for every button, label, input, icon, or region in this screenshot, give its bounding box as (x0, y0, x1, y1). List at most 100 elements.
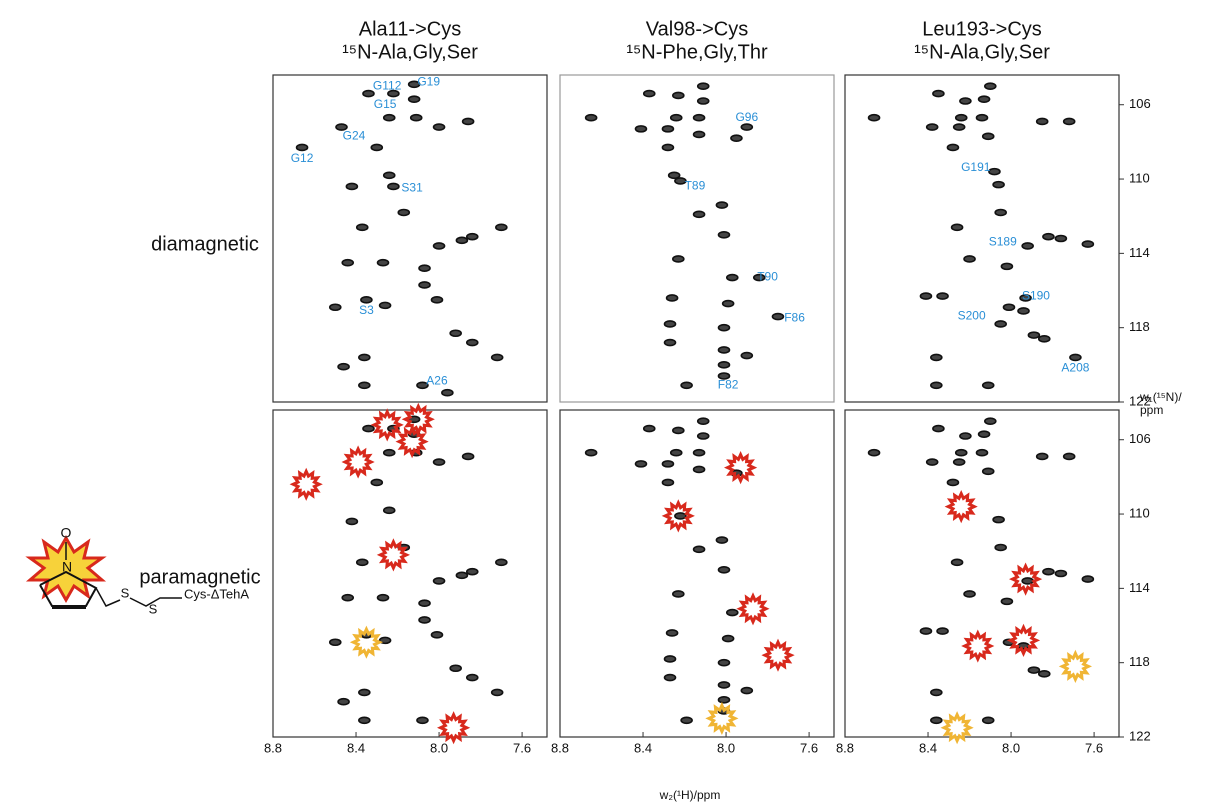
peak (330, 639, 341, 645)
peak-label: G191 (961, 160, 991, 174)
peak (983, 133, 994, 139)
peak (1064, 118, 1075, 124)
peak (694, 450, 705, 456)
peak (718, 347, 729, 353)
peak (694, 211, 705, 217)
peak (419, 265, 430, 271)
peak (954, 459, 965, 465)
atom: S (121, 585, 130, 600)
peak-label: S3 (359, 303, 374, 317)
panel-frame (273, 75, 547, 402)
peak (673, 256, 684, 262)
peak (378, 260, 389, 266)
x-axis-label: w₂(¹H)/ppm (659, 788, 721, 802)
peak (718, 567, 729, 573)
peak-label: S31 (401, 181, 423, 195)
x-tick-label: 8.4 (634, 740, 652, 755)
x-tick-label: 8.4 (347, 740, 365, 755)
panel-frame (560, 410, 834, 737)
y-tick-label: 122 (1129, 728, 1151, 743)
peak (741, 688, 752, 694)
peak (920, 293, 931, 299)
peak (956, 115, 967, 121)
peak (357, 559, 368, 565)
peak (644, 426, 655, 432)
peak (371, 479, 382, 485)
peak (667, 630, 678, 636)
peak (772, 314, 783, 320)
peak (673, 591, 684, 597)
peak (1082, 576, 1093, 582)
peak (1070, 354, 1081, 360)
peak (1043, 234, 1054, 240)
y-tick-label: 122 (1129, 393, 1151, 408)
y-tick-label: 118 (1129, 319, 1150, 334)
peak (698, 418, 709, 424)
peak (662, 461, 673, 467)
peak (947, 144, 958, 150)
y-tick-label: 118 (1129, 654, 1150, 669)
peak (956, 450, 967, 456)
peak (993, 517, 1004, 523)
peak (983, 468, 994, 474)
peak (954, 124, 965, 130)
peak (698, 83, 709, 89)
peak (964, 256, 975, 262)
panel-subtitle: ¹⁵N-Phe,Gly,Thr (626, 41, 768, 63)
peak-label: G24 (343, 128, 366, 142)
x-tick-label: 8.0 (717, 740, 735, 755)
x-tick-label: 8.8 (264, 740, 282, 755)
peak-label: G96 (735, 110, 758, 124)
peak (662, 479, 673, 485)
peak (378, 595, 389, 601)
molecule-label: Cys-ΔTehA (184, 586, 249, 601)
peak (977, 115, 988, 121)
peak (718, 362, 729, 368)
peak (673, 92, 684, 98)
peak (1001, 598, 1012, 604)
peak (434, 578, 445, 584)
peak (467, 340, 478, 346)
paramagnetic-marker (728, 455, 754, 481)
peak (718, 232, 729, 238)
peak (434, 124, 445, 130)
peak (1028, 667, 1039, 673)
peak (417, 717, 428, 723)
peak-label: S190 (1022, 288, 1050, 302)
peak (467, 569, 478, 575)
peak (434, 459, 445, 465)
x-tick-label: 7.6 (513, 740, 531, 755)
peak (398, 209, 409, 215)
peak (359, 689, 370, 695)
peak (1037, 453, 1048, 459)
peak (960, 433, 971, 439)
peak (671, 115, 682, 121)
peak (357, 224, 368, 230)
peak (434, 243, 445, 249)
x-tick-label: 7.6 (800, 740, 818, 755)
peak (927, 459, 938, 465)
peak (361, 297, 372, 303)
peak (718, 325, 729, 331)
panel-frame (273, 410, 547, 737)
peak (718, 682, 729, 688)
peak (1043, 569, 1054, 575)
peak (456, 572, 467, 578)
peak (644, 91, 655, 97)
peak (1055, 236, 1066, 242)
paramagnetic-marker (345, 449, 371, 475)
peak (671, 450, 682, 456)
peak (716, 202, 727, 208)
peak-label: T90 (757, 270, 778, 284)
peak (665, 321, 676, 327)
peak (384, 450, 395, 456)
paramagnetic-marker (740, 596, 766, 622)
atom: O (61, 525, 72, 541)
peak (419, 617, 430, 623)
peak (431, 297, 442, 303)
peak (931, 382, 942, 388)
x-tick-label: 7.6 (1085, 740, 1103, 755)
peak (431, 632, 442, 638)
peak-label: G112 (373, 78, 402, 92)
peak (419, 282, 430, 288)
